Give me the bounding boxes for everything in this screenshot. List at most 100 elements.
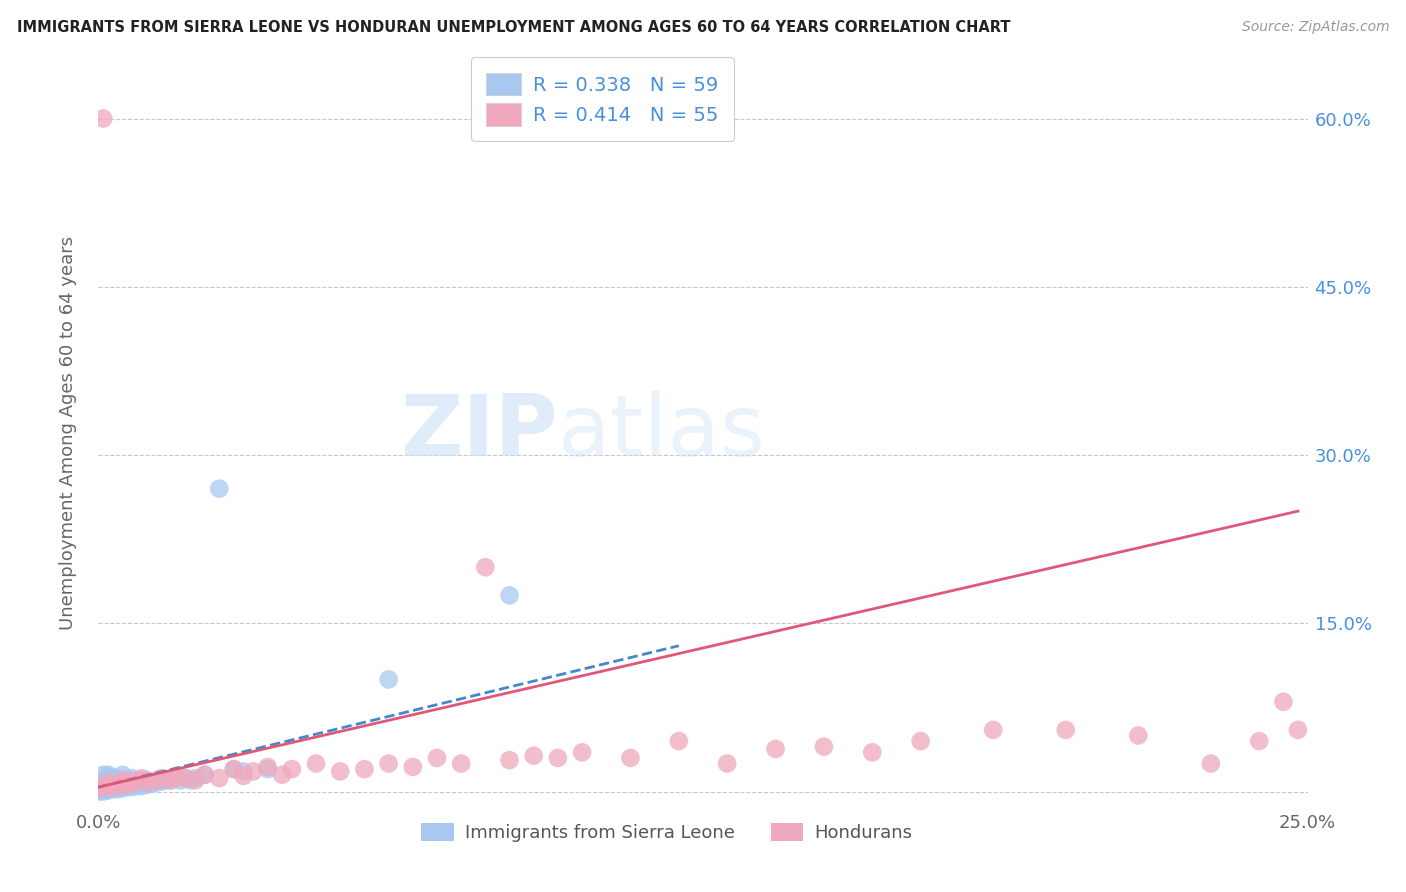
- Point: [474, 560, 496, 574]
- Point: [127, 775, 149, 789]
- Text: Source: ZipAtlas.com: Source: ZipAtlas.com: [1241, 20, 1389, 34]
- Point: [101, 780, 124, 794]
- Point: [716, 756, 738, 771]
- Point: [91, 775, 114, 789]
- Point: [1199, 756, 1222, 771]
- Point: [174, 771, 197, 785]
- Point: [135, 778, 157, 792]
- Point: [131, 779, 153, 793]
- Point: [87, 781, 110, 796]
- Point: [97, 775, 120, 789]
- Point: [135, 775, 157, 789]
- Point: [97, 779, 120, 793]
- Point: [1272, 695, 1295, 709]
- Point: [222, 762, 245, 776]
- Point: [910, 734, 932, 748]
- Point: [271, 768, 294, 782]
- Point: [97, 781, 120, 796]
- Point: [377, 673, 399, 687]
- Point: [101, 773, 124, 788]
- Point: [1128, 729, 1150, 743]
- Point: [111, 775, 134, 789]
- Point: [91, 784, 114, 798]
- Point: [242, 764, 264, 779]
- Point: [91, 768, 114, 782]
- Point: [141, 777, 163, 791]
- Point: [117, 778, 139, 792]
- Text: atlas: atlas: [558, 391, 766, 475]
- Point: [329, 764, 352, 779]
- Point: [1286, 723, 1309, 737]
- Point: [281, 762, 304, 776]
- Point: [232, 769, 254, 783]
- Point: [87, 777, 110, 791]
- Point: [1054, 723, 1077, 737]
- Point: [426, 751, 449, 765]
- Point: [184, 773, 207, 788]
- Point: [91, 778, 114, 792]
- Point: [107, 782, 129, 797]
- Point: [121, 775, 143, 789]
- Y-axis label: Unemployment Among Ages 60 to 64 years: Unemployment Among Ages 60 to 64 years: [59, 235, 77, 630]
- Point: [111, 781, 134, 796]
- Point: [101, 770, 124, 784]
- Point: [91, 782, 114, 797]
- Point: [87, 782, 110, 797]
- Point: [179, 773, 201, 788]
- Point: [91, 780, 114, 794]
- Point: [256, 760, 278, 774]
- Point: [208, 482, 231, 496]
- Point: [208, 771, 231, 785]
- Point: [121, 777, 143, 791]
- Point: [145, 775, 167, 789]
- Point: [87, 780, 110, 794]
- Point: [97, 768, 120, 782]
- Point: [402, 760, 425, 774]
- Point: [668, 734, 690, 748]
- Point: [1249, 734, 1271, 748]
- Point: [174, 771, 197, 785]
- Point: [150, 774, 173, 789]
- Point: [121, 780, 143, 794]
- Point: [97, 775, 120, 789]
- Point: [498, 588, 520, 602]
- Point: [127, 779, 149, 793]
- Point: [184, 771, 207, 785]
- Point: [135, 773, 157, 788]
- Point: [111, 773, 134, 788]
- Point: [107, 771, 129, 785]
- Point: [97, 783, 120, 797]
- Point: [547, 751, 569, 765]
- Point: [160, 773, 183, 788]
- Point: [91, 773, 114, 788]
- Legend: Immigrants from Sierra Leone, Hondurans: Immigrants from Sierra Leone, Hondurans: [415, 815, 920, 849]
- Point: [111, 768, 134, 782]
- Point: [169, 773, 191, 788]
- Text: ZIP: ZIP: [401, 391, 558, 475]
- Point: [194, 768, 217, 782]
- Point: [232, 764, 254, 779]
- Point: [165, 771, 187, 785]
- Point: [117, 773, 139, 788]
- Point: [256, 762, 278, 776]
- Point: [981, 723, 1004, 737]
- Point: [111, 779, 134, 793]
- Point: [101, 778, 124, 792]
- Point: [222, 762, 245, 776]
- Point: [353, 762, 375, 776]
- Point: [377, 756, 399, 771]
- Point: [813, 739, 835, 754]
- Point: [131, 773, 153, 788]
- Point: [498, 753, 520, 767]
- Point: [117, 774, 139, 789]
- Point: [145, 773, 167, 788]
- Point: [450, 756, 472, 771]
- Point: [305, 756, 328, 771]
- Point: [91, 112, 114, 126]
- Point: [165, 770, 187, 784]
- Point: [127, 773, 149, 788]
- Point: [107, 777, 129, 791]
- Point: [150, 771, 173, 785]
- Point: [107, 780, 129, 794]
- Point: [117, 778, 139, 792]
